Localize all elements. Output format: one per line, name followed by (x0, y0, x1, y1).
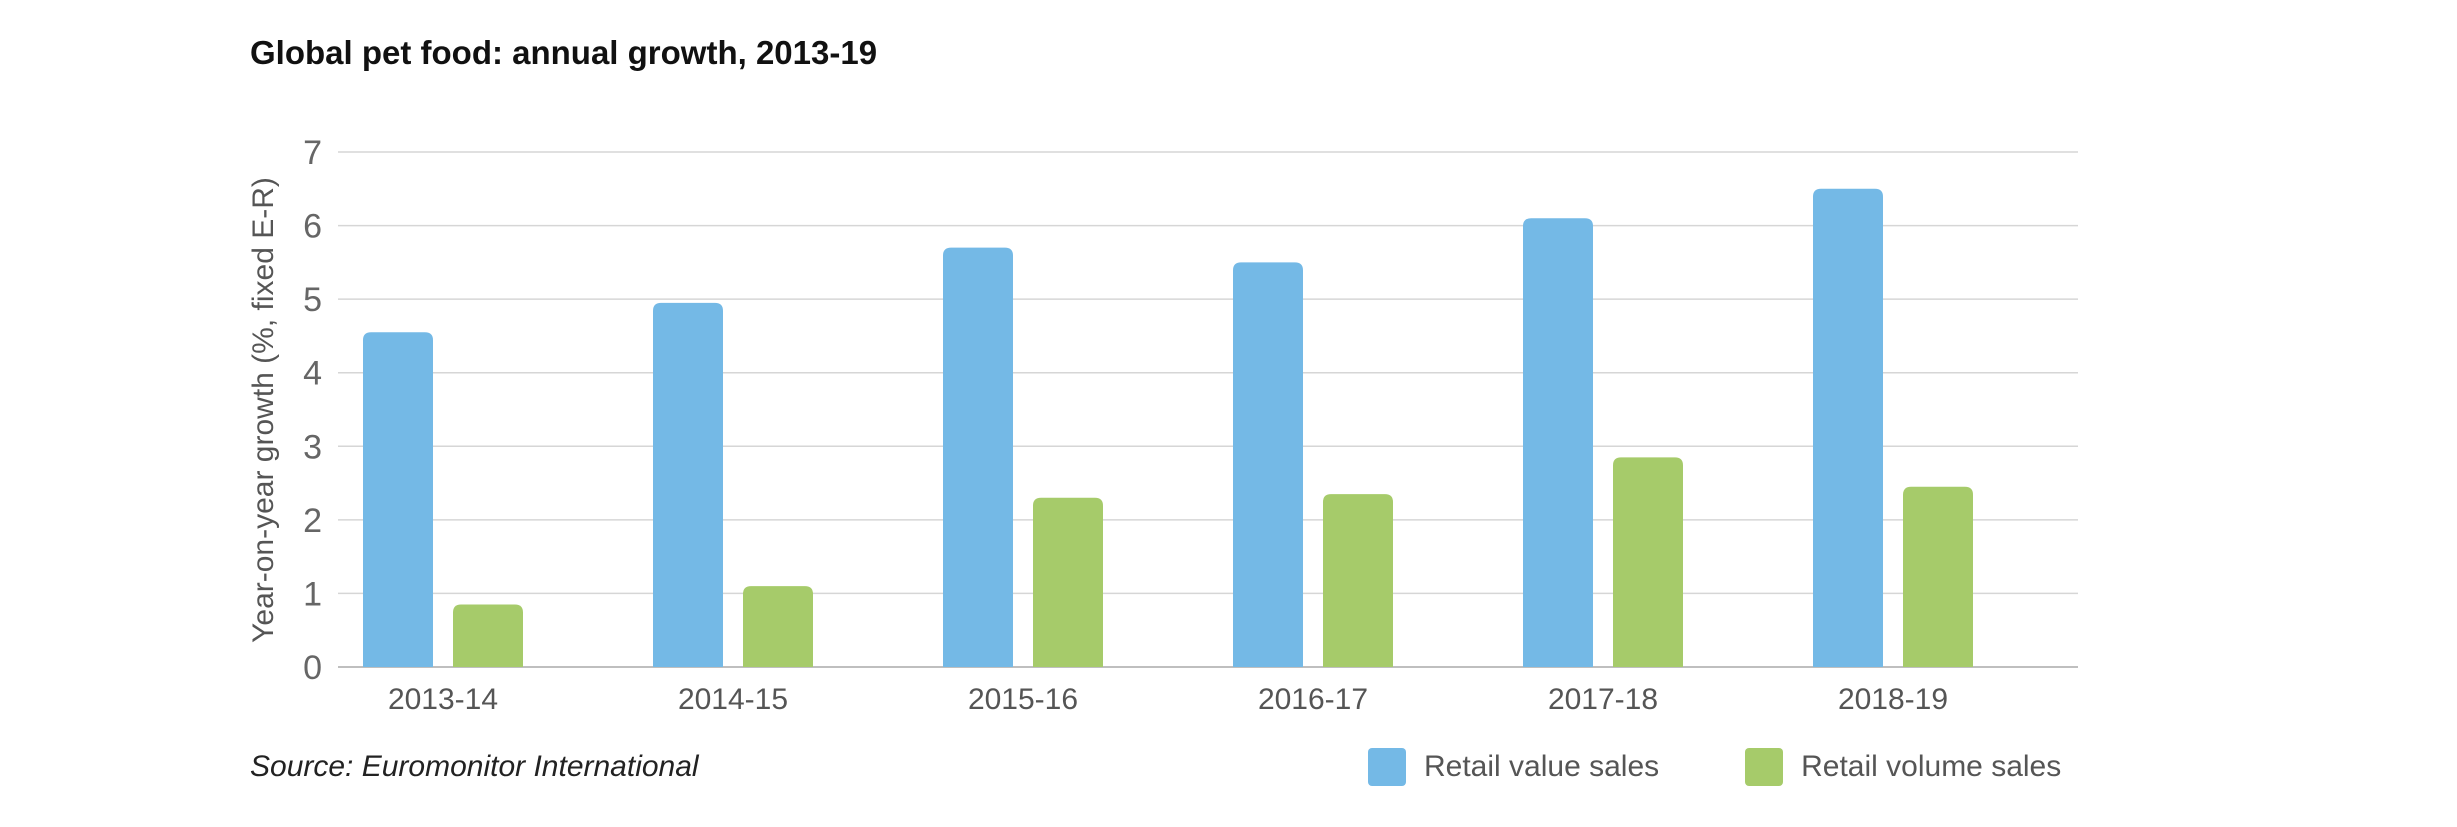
bar-value-sales (943, 247, 1013, 667)
legend: Retail value sales Retail volume sales (1368, 748, 2061, 786)
legend-swatch-volume (1745, 748, 1784, 786)
bar-volume-sales (453, 604, 523, 667)
bar-value-sales (363, 332, 433, 667)
x-tick-label: 2015-16 (968, 683, 1078, 716)
bar-value-sales (1813, 188, 1883, 668)
x-tick-label: 2018-19 (1838, 683, 1948, 716)
y-tick-label: 0 (303, 649, 322, 687)
x-tick-label: 2016-17 (1258, 683, 1368, 716)
y-tick-label: 1 (303, 575, 322, 613)
y-tick-label: 3 (303, 428, 322, 466)
y-tick-label: 6 (303, 208, 322, 246)
y-tick-label: 7 (303, 134, 322, 172)
bar-value-sales (1523, 218, 1593, 667)
bar-volume-sales (743, 586, 813, 667)
bar-value-sales (653, 302, 723, 667)
bar-volume-sales (1323, 494, 1393, 667)
x-tick-label: 2017-18 (1548, 683, 1658, 716)
legend-label-volume: Retail volume sales (1801, 750, 2062, 783)
chart-title: Global pet food: annual growth, 2013-19 (250, 34, 878, 71)
legend-label-value: Retail value sales (1424, 750, 1660, 783)
legend-swatch-value (1368, 748, 1406, 786)
legend-item-value: Retail value sales (1368, 748, 1659, 786)
bar-value-sales (1233, 262, 1303, 667)
bar-volume-sales (1613, 457, 1683, 667)
bar-volume-sales (1903, 486, 1973, 667)
y-tick-label: 4 (303, 355, 322, 393)
source-note: Source: Euromonitor International (250, 750, 699, 783)
legend-item-volume: Retail volume sales (1745, 748, 2061, 786)
bar-volume-sales (1033, 497, 1103, 667)
x-tick-label: 2014-15 (678, 683, 788, 716)
x-tick-label: 2013-14 (388, 683, 498, 716)
y-axis-label: Year-on-year growth (%, fixed E-R) (247, 177, 280, 643)
y-tick-label: 2 (303, 502, 322, 540)
y-tick-label: 5 (303, 281, 322, 319)
